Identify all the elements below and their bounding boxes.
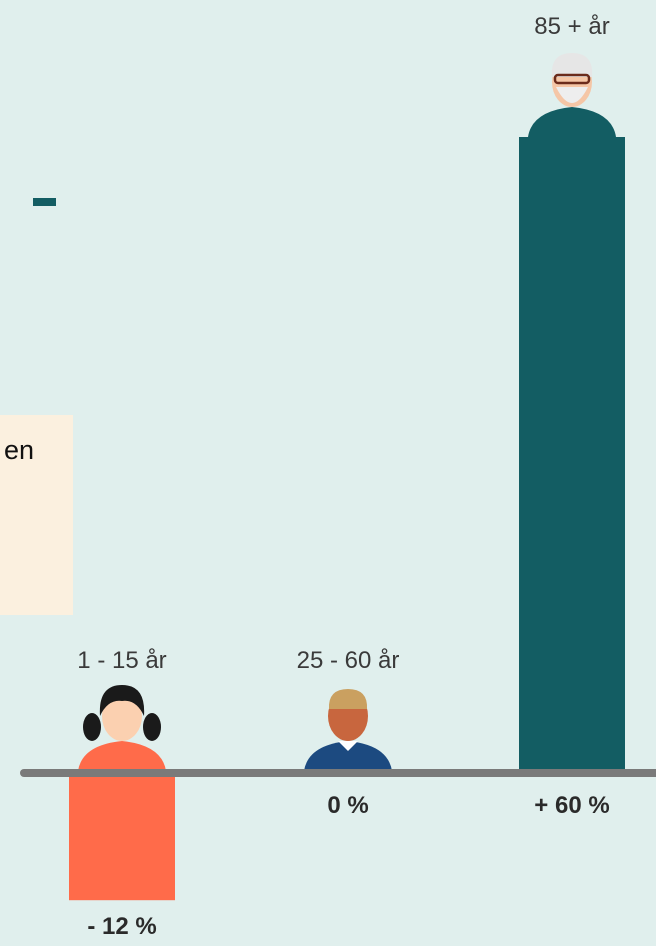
category-label: 85 + år <box>534 13 609 40</box>
note-text: en <box>4 435 34 465</box>
chart: en 1 - 15 år - 12 % 25 - 60 år 0 % 85 + år + … <box>0 0 656 946</box>
value-label: + 60 % <box>534 792 609 819</box>
category-label: 25 - 60 år <box>297 647 400 674</box>
value-label: 0 % <box>327 792 368 819</box>
dash-decoration <box>33 198 56 206</box>
person-pigtail <box>83 713 101 741</box>
bar <box>519 137 625 773</box>
person-pigtail <box>143 713 161 741</box>
value-label: - 12 % <box>87 913 156 940</box>
category-label: 1 - 15 år <box>77 647 166 674</box>
page: {"chart_data": {"type": "bar", "categori… <box>0 0 656 946</box>
bar <box>69 773 175 900</box>
